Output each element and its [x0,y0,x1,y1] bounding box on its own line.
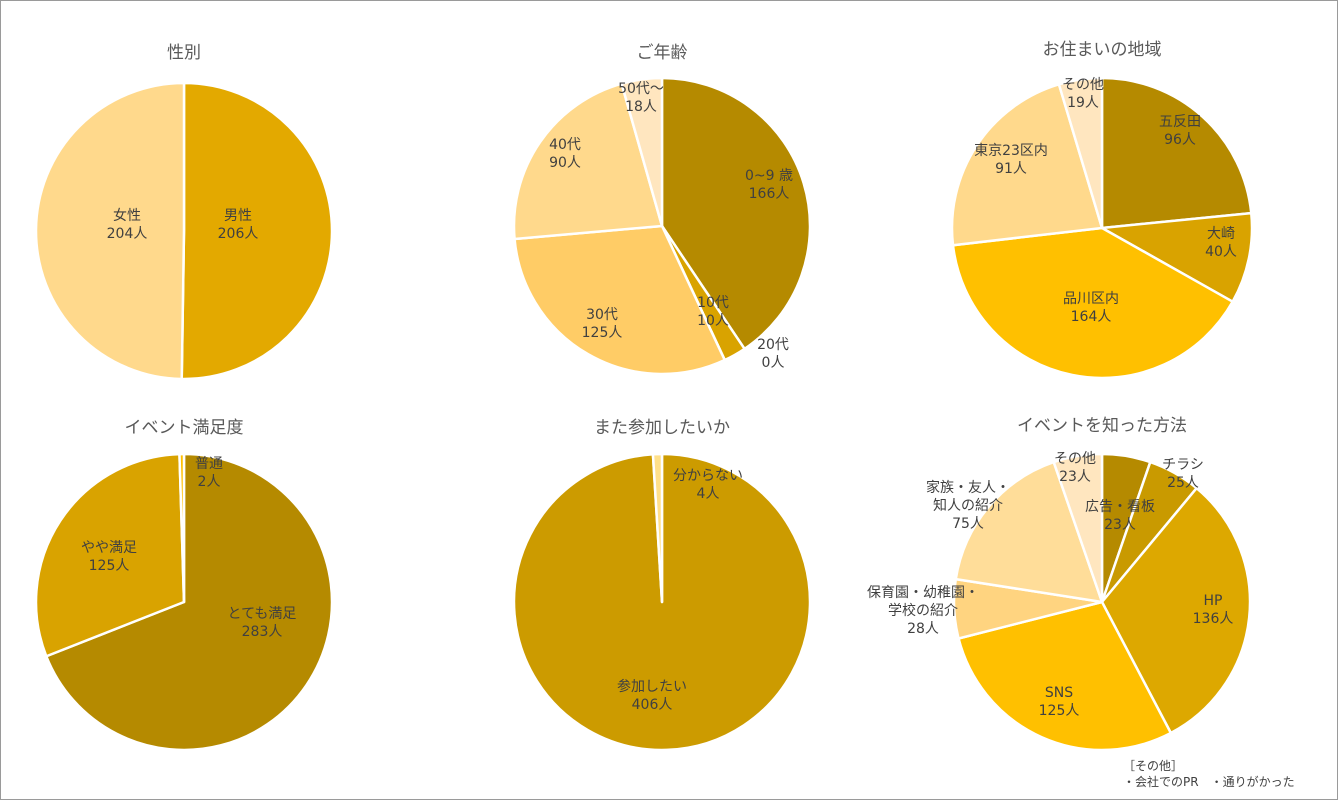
pie-slice [950,83,1104,247]
pie-slice [45,452,334,752]
data-label: HP 136人 [1193,593,1234,627]
chart-title: また参加したいか [594,418,730,438]
pie-slice [34,452,186,658]
data-label: SNS 125人 [1039,685,1080,719]
pie-slice [620,76,664,228]
other-note-items: ・会社でのPR ・通りがかった [1123,775,1295,789]
data-label: 大崎 40人 [1205,226,1237,260]
data-label: 五反田 96人 [1159,114,1201,148]
data-label: 50代～ 18人 [618,81,664,115]
data-label: 40代 90人 [549,137,581,171]
pie-slice [180,81,334,381]
pie-slice [512,82,664,241]
pie-slice [1100,76,1253,230]
pie-slice [1052,452,1104,604]
data-label: 保育園・幼稚園・学校の紹介 28人 [867,585,979,637]
pie-slice [1100,211,1254,303]
data-label: 0~9 歳 166人 [745,168,793,202]
data-label: その他 23人 [1054,451,1096,485]
pie-slice [660,76,812,351]
pie-slice [1057,76,1104,230]
data-label: 品川区内 164人 [1063,291,1119,325]
data-label: 東京23区内 91人 [974,143,1048,177]
data-label: 30代 125人 [582,307,623,341]
chart-title: イベントを知った方法 [1017,416,1187,436]
pie-slice [651,452,664,604]
pie-chart-2: ご年齢 0~9 歳 166人 10代 10人 20代 0人 30代 125人 40代 90人 50代～… [512,43,812,376]
pie-slice [951,226,1234,380]
data-label: 女性 204人 [107,207,148,242]
data-label: 広告・看板 23人 [1085,499,1155,533]
data-label: 10代 10人 [697,295,729,329]
chart-title: イベント満足度 [125,418,244,438]
chart-title: 性別 [167,43,201,63]
data-label: とても満足 283人 [228,606,297,640]
pie-slice [957,600,1173,752]
data-label: 参加したい 406人 [617,678,687,713]
other-note: ［その他］ ・会社でのPR ・通りがかった [1123,758,1295,790]
data-label: チラシ 25人 [1162,457,1204,491]
pie-slice [178,452,186,604]
data-label: その他 19人 [1062,77,1104,111]
data-label: やや満足 125人 [81,540,137,574]
other-note-heading: ［その他］ [1123,759,1184,773]
chart-title: ご年齢 [637,43,688,63]
data-label: 20代 0人 [757,337,789,371]
data-label: 分からない 4人 [673,468,743,502]
data-label: 男性 206人 [218,208,259,242]
data-label: 家族・友人・知人の紹介 75人 [926,479,1010,532]
data-label: 普通 2人 [195,456,223,490]
pie-slice [513,224,726,376]
chart-title: お住まいの地域 [1043,40,1162,60]
pie-slice [34,81,186,381]
